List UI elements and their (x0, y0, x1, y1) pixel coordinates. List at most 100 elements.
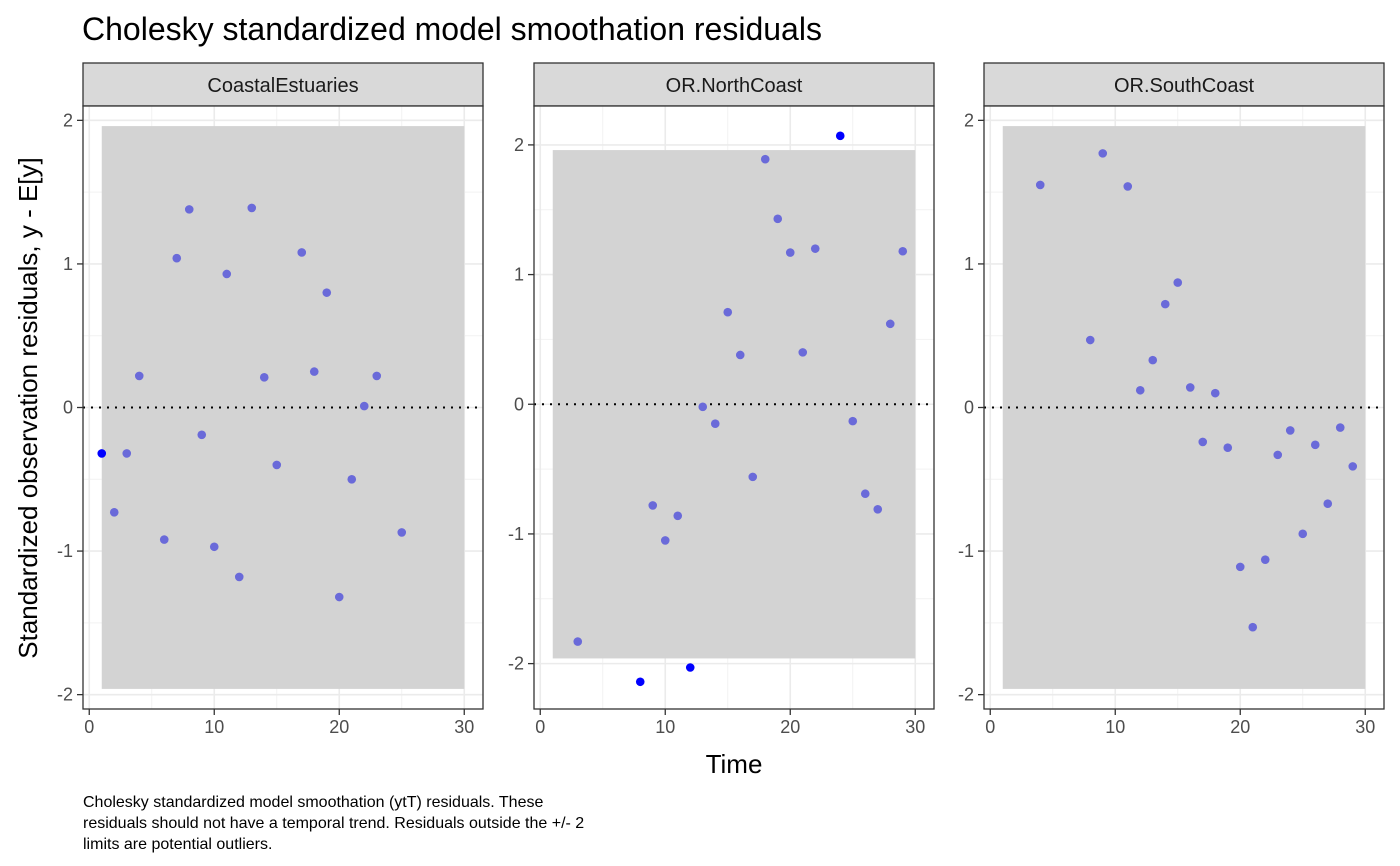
residual-point (1035, 180, 1045, 190)
y-tick-label: 0 (63, 398, 73, 418)
residual-point (334, 592, 344, 602)
residual-point (810, 244, 820, 253)
x-tick-label: 30 (454, 717, 474, 737)
x-tick-label: 0 (985, 717, 995, 737)
residual-point (1173, 278, 1183, 287)
y-tick-label: 1 (514, 265, 524, 285)
residual-point (1185, 383, 1195, 392)
residual-point (309, 367, 319, 376)
x-tick-label: 0 (535, 717, 545, 737)
residual-point (1298, 529, 1308, 539)
residual-point (1335, 423, 1345, 432)
residual-point (1323, 499, 1333, 508)
y-tick-label: -1 (508, 524, 524, 544)
residual-point (372, 371, 382, 381)
residual-point (698, 402, 708, 412)
y-axis-title: Standardized observation residuals, y - … (13, 157, 43, 658)
residual-point (710, 419, 720, 429)
facet-panel-2: OR.NorthCoast 0 10 20 30 -2 -1 0 1 2 (508, 62, 935, 737)
facet-strip (983, 62, 1385, 107)
x-tick-label: 20 (329, 717, 349, 737)
x-tick-label: 20 (1230, 717, 1250, 737)
facet-strip (82, 62, 484, 107)
y-tick-label: 0 (514, 394, 524, 414)
residual-point (1085, 335, 1095, 345)
residual-point (234, 572, 244, 582)
residual-point (1260, 555, 1270, 564)
residual-point (860, 489, 870, 499)
x-tick-label: 10 (1105, 717, 1125, 737)
residual-point (134, 371, 144, 381)
residual-point (1348, 462, 1358, 471)
y-tick-label: 2 (63, 110, 73, 130)
residual-point (347, 474, 357, 484)
residual-point (397, 528, 407, 537)
x-tick-label: 20 (780, 717, 800, 737)
residual-point (885, 319, 895, 329)
y-tick-label: 2 (964, 110, 974, 130)
residual-point (197, 430, 207, 440)
residual-point (222, 269, 232, 279)
outlier-point (635, 677, 645, 687)
residual-point (1160, 299, 1170, 309)
y-tick-label: 0 (964, 398, 974, 418)
facet-strip (533, 62, 935, 107)
caption-line-2: residuals should not have a temporal tre… (83, 815, 584, 832)
caption-line-1: Cholesky standardized model smoothation … (83, 794, 543, 811)
residual-point (1223, 443, 1233, 453)
residual-point (272, 460, 282, 470)
facet-panel-3: OR.SouthCoast 0 10 20 30 -2 -1 0 1 2 (958, 62, 1385, 737)
x-tick-label: 30 (905, 717, 925, 737)
residual-point (1248, 622, 1258, 632)
residual-point (322, 288, 332, 297)
residual-point (873, 504, 883, 514)
residual-point (848, 416, 858, 426)
residual-point (184, 205, 194, 214)
residual-point (359, 401, 369, 411)
residual-point (1310, 440, 1320, 450)
residual-point (773, 214, 783, 224)
residual-point (660, 536, 670, 545)
caption-line-3: limits are potential outliers. (83, 836, 272, 853)
y-tick-label: -2 (57, 685, 73, 705)
outlier-point (685, 663, 695, 672)
facet-strip-label: OR.SouthCoast (1114, 75, 1255, 97)
x-tick-label: 0 (84, 717, 94, 737)
y-tick-label: 2 (514, 135, 524, 155)
residual-point (748, 472, 758, 482)
facet-strip-label: CoastalEstuaries (207, 75, 358, 97)
residual-point (1198, 437, 1208, 447)
x-axis-title: Time (706, 749, 763, 779)
panel-border (533, 105, 935, 710)
residual-point (673, 511, 683, 521)
residual-point (1235, 562, 1245, 572)
residual-point (735, 350, 745, 360)
outlier-point (97, 449, 107, 458)
facet-strip-label: OR.NorthCoast (666, 75, 803, 97)
residual-point (1098, 149, 1108, 158)
residual-point (573, 637, 583, 646)
residual-point (1210, 388, 1220, 398)
residual-point (172, 253, 182, 263)
residual-point (723, 307, 733, 317)
outlier-point (835, 131, 845, 141)
chart-title: Cholesky standardized model smoothation … (82, 11, 822, 47)
residual-point (259, 373, 269, 382)
residual-point (297, 248, 307, 257)
facet-panel-1: CoastalEstuaries 0 10 20 30 -2 -1 0 1 2 (57, 62, 484, 737)
residual-point (785, 248, 795, 257)
x-tick-label: 10 (655, 717, 675, 737)
residual-point (1148, 355, 1158, 365)
x-tick-label: 30 (1355, 717, 1375, 737)
residual-point (1273, 450, 1283, 460)
x-tick-label: 10 (204, 717, 224, 737)
residual-point (798, 348, 808, 357)
chart-caption: Cholesky standardized model smoothation … (83, 794, 584, 853)
y-tick-label: -2 (508, 654, 524, 674)
y-tick-label: -2 (958, 685, 974, 705)
residual-point (209, 542, 219, 552)
y-tick-label: -1 (958, 541, 974, 561)
residual-point (648, 501, 658, 510)
